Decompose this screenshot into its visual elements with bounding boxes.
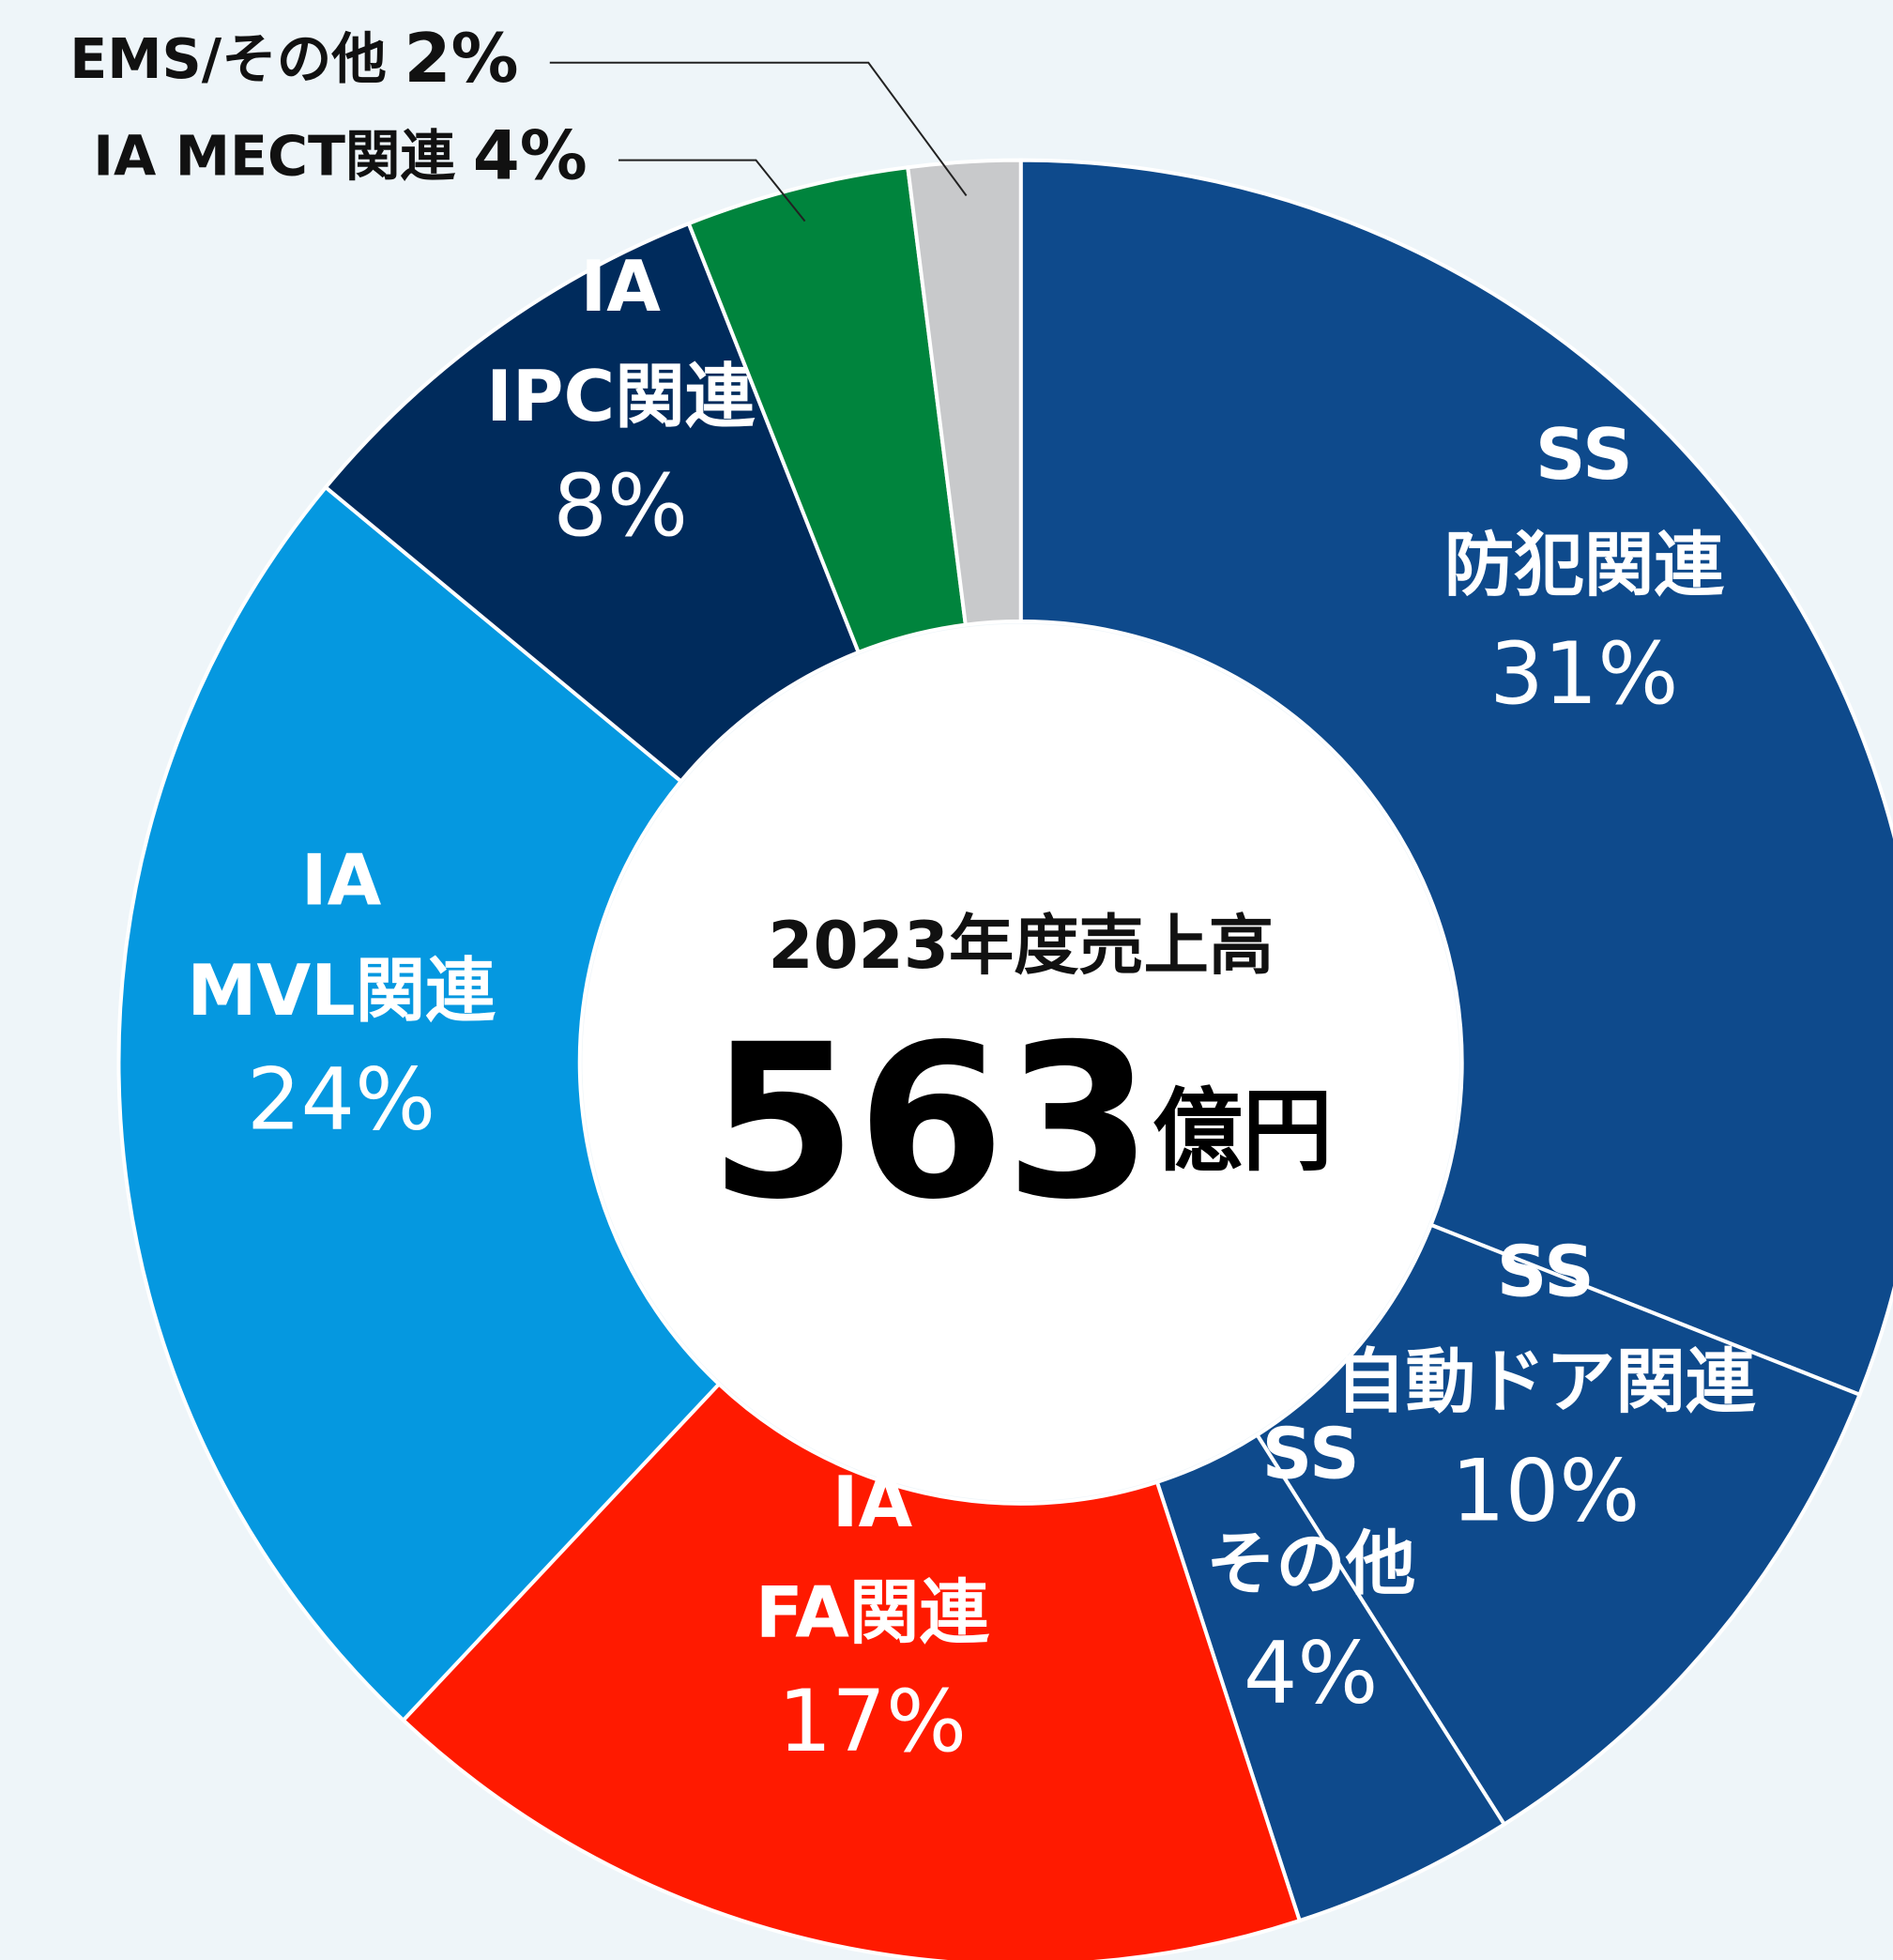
center-total: 563億円 xyxy=(710,1000,1333,1247)
value-label: 10% xyxy=(1451,1442,1640,1540)
segment-label: IA MECT関連 xyxy=(93,125,455,189)
total-unit: 億円 xyxy=(1153,1079,1333,1184)
segment-label: MVL関連 xyxy=(187,950,496,1032)
segment-label: FA関連 xyxy=(756,1571,990,1653)
segment-label: IA xyxy=(581,246,662,328)
leader-line xyxy=(549,61,968,196)
segment-label: SS xyxy=(1535,414,1633,496)
segment-label: EMS/その他 xyxy=(69,27,387,91)
segment-label: IPC関連 xyxy=(486,356,756,437)
value-label: 4% xyxy=(473,115,588,194)
segment-label: 自動ドア関連 xyxy=(1336,1341,1756,1423)
leader-line xyxy=(618,159,806,222)
value-label: 8% xyxy=(553,457,688,556)
outside-label: IA MECT関連 4% xyxy=(93,115,588,194)
value-label: 17% xyxy=(778,1673,967,1771)
total-value: 563 xyxy=(710,1000,1153,1247)
segment-label: SS xyxy=(1497,1232,1595,1313)
donut-segment xyxy=(116,484,722,1723)
donut-segment xyxy=(323,221,862,785)
center-title: 2023年度売上高 xyxy=(768,909,1274,984)
value-label: 31% xyxy=(1489,625,1678,724)
donut-segment xyxy=(1254,1222,1863,1828)
segment-label: SS xyxy=(1262,1414,1360,1495)
donut-segment xyxy=(906,158,1023,627)
value-label: 4% xyxy=(1244,1624,1379,1723)
outside-label: EMS/その他 2% xyxy=(69,18,518,97)
donut-segment xyxy=(400,1381,1303,1960)
donut-segment xyxy=(1018,158,1893,1398)
value-label: 2% xyxy=(404,18,518,97)
value-label: 24% xyxy=(247,1050,435,1149)
center-hole xyxy=(582,623,1460,1502)
segment-label: その他 xyxy=(1206,1524,1416,1605)
segment-label: IA xyxy=(301,840,382,922)
segment-label: 防犯関連 xyxy=(1444,524,1725,605)
